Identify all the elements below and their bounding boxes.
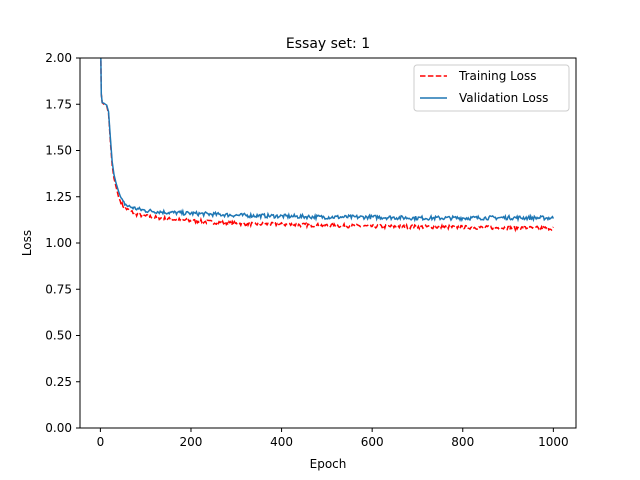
y-tick-label: 0.25 (45, 375, 72, 389)
x-tick-label: 0 (97, 435, 105, 449)
plot-area (100, 58, 555, 233)
y-tick-label: 1.25 (45, 190, 72, 204)
x-axis-ticks: 0 200 400 600 800 1000 (97, 428, 569, 449)
legend-box (413, 64, 570, 112)
x-tick-label: 200 (180, 435, 203, 449)
x-axis-label: Epoch (310, 457, 347, 471)
legend-label: Training Loss (458, 69, 536, 83)
y-axis-ticks: 0.00 0.25 0.50 0.75 1.00 1.25 1.50 1.75 2.00 (45, 51, 80, 435)
chart-title: Essay set: 1 (286, 36, 370, 52)
y-tick-label: 2.00 (45, 51, 72, 65)
series-line-training-loss (100, 58, 554, 233)
x-tick-label: 800 (451, 435, 474, 449)
x-tick-label: 400 (270, 435, 293, 449)
y-tick-label: 0.50 (45, 329, 72, 343)
x-tick-label: 600 (361, 435, 384, 449)
x-tick-label: 1000 (538, 435, 569, 449)
y-axis-label: Loss (20, 230, 34, 256)
legend-label: Validation Loss (459, 91, 548, 105)
y-tick-label: 0.75 (45, 282, 72, 296)
axes-frame (79, 57, 577, 429)
y-tick-label: 0.00 (45, 421, 72, 435)
y-tick-label: 1.50 (45, 144, 72, 158)
legend: Training Loss Validation Loss (413, 64, 570, 112)
y-tick-label: 1.00 (45, 236, 72, 250)
y-tick-label: 1.75 (45, 97, 72, 111)
series-line-validation-loss (100, 58, 555, 223)
